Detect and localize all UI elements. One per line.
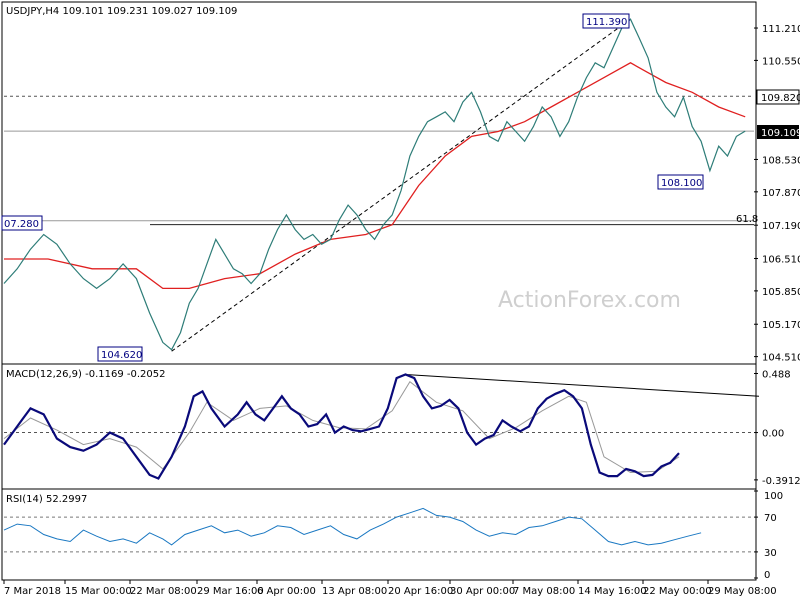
y-tick-label: 106.510 [762, 255, 800, 266]
rsi-tick-label: 0 [764, 570, 770, 581]
x-tick-label: 20 Apr 16:00 [388, 586, 453, 597]
x-tick-label: 7 Mar 2018 [4, 586, 61, 597]
rsi-tick-label: 30 [764, 548, 777, 559]
rsi-panel-frame [1, 488, 757, 581]
y-tick-label: 105.850 [762, 287, 800, 298]
rsi-header: RSI(14) 52.2997 [6, 494, 87, 505]
low2-label: 108.100 [661, 178, 702, 189]
x-tick-label: 29 May 08:00 [708, 586, 777, 597]
macd-trendline [405, 373, 760, 397]
high-top-label: 111.390 [586, 17, 627, 28]
x-tick-label: 6 Apr 00:00 [257, 586, 316, 597]
level-tag: 109.820 [761, 93, 800, 104]
rsi-tick-label: 100 [764, 491, 783, 502]
y-tick-label: 105.170 [762, 320, 800, 331]
high-top-box [582, 13, 630, 29]
x-tick-label: 14 May 16:00 [578, 586, 647, 597]
macd-tick-label: 0.488 [762, 370, 791, 381]
watermark: ActionForex.com [498, 288, 681, 313]
price-trendline [171, 18, 631, 352]
y-tick-label: 110.550 [762, 56, 800, 67]
price-levels [4, 18, 754, 352]
high-left-label: 07.280 [4, 219, 39, 230]
y-tick-label: 107.870 [762, 188, 800, 199]
x-tick-label: 29 Mar 16:00 [197, 586, 264, 597]
low1-label: 104.620 [101, 350, 142, 361]
price-header: USDJPY,H4 109.101 109.231 109.027 109.10… [6, 6, 237, 17]
low1-box [97, 346, 143, 362]
y-tick-label: 108.530 [762, 155, 800, 166]
level-tag-box [756, 89, 800, 105]
x-tick-label: 7 May 08:00 [513, 586, 575, 597]
x-tick-label: 22 Mar 08:00 [130, 586, 197, 597]
y-tick-label: 111.210 [762, 24, 800, 35]
low2-box [657, 174, 704, 190]
macd-line [3, 373, 680, 480]
ma-line [4, 62, 746, 290]
x-tick-label: 30 Apr 00:00 [450, 586, 515, 597]
price-tag-box [757, 125, 799, 139]
x-tick-label: 22 May 00:00 [643, 586, 712, 597]
x-tick-label: 15 Mar 00:00 [65, 586, 132, 597]
rsi-series [3, 507, 754, 553]
macd-signal-line [3, 380, 680, 474]
macd-tick-label: -0.3912 [762, 476, 800, 487]
high-left-box [1, 215, 43, 231]
y-axis-ticks: 111.210 110.550 108.530 107.870 107.190 106.5… [754, 24, 800, 581]
macd-tick-label: 0.00 [762, 429, 784, 440]
rsi-line [3, 507, 702, 546]
rsi-tick-label: 70 [764, 513, 777, 524]
price-line [3, 18, 746, 351]
fib-label: 61.8 [736, 214, 758, 225]
price-series [3, 18, 746, 351]
x-tick-label: 13 Apr 08:00 [322, 586, 387, 597]
price-tag: 109.109 [761, 128, 800, 139]
y-tick-label: 104.510 [762, 353, 800, 364]
macd-series [3, 373, 760, 480]
y-tick-label: 107.190 [762, 221, 800, 232]
macd-header: MACD(12,26,9) -0.1169 -0.2052 [6, 369, 166, 380]
